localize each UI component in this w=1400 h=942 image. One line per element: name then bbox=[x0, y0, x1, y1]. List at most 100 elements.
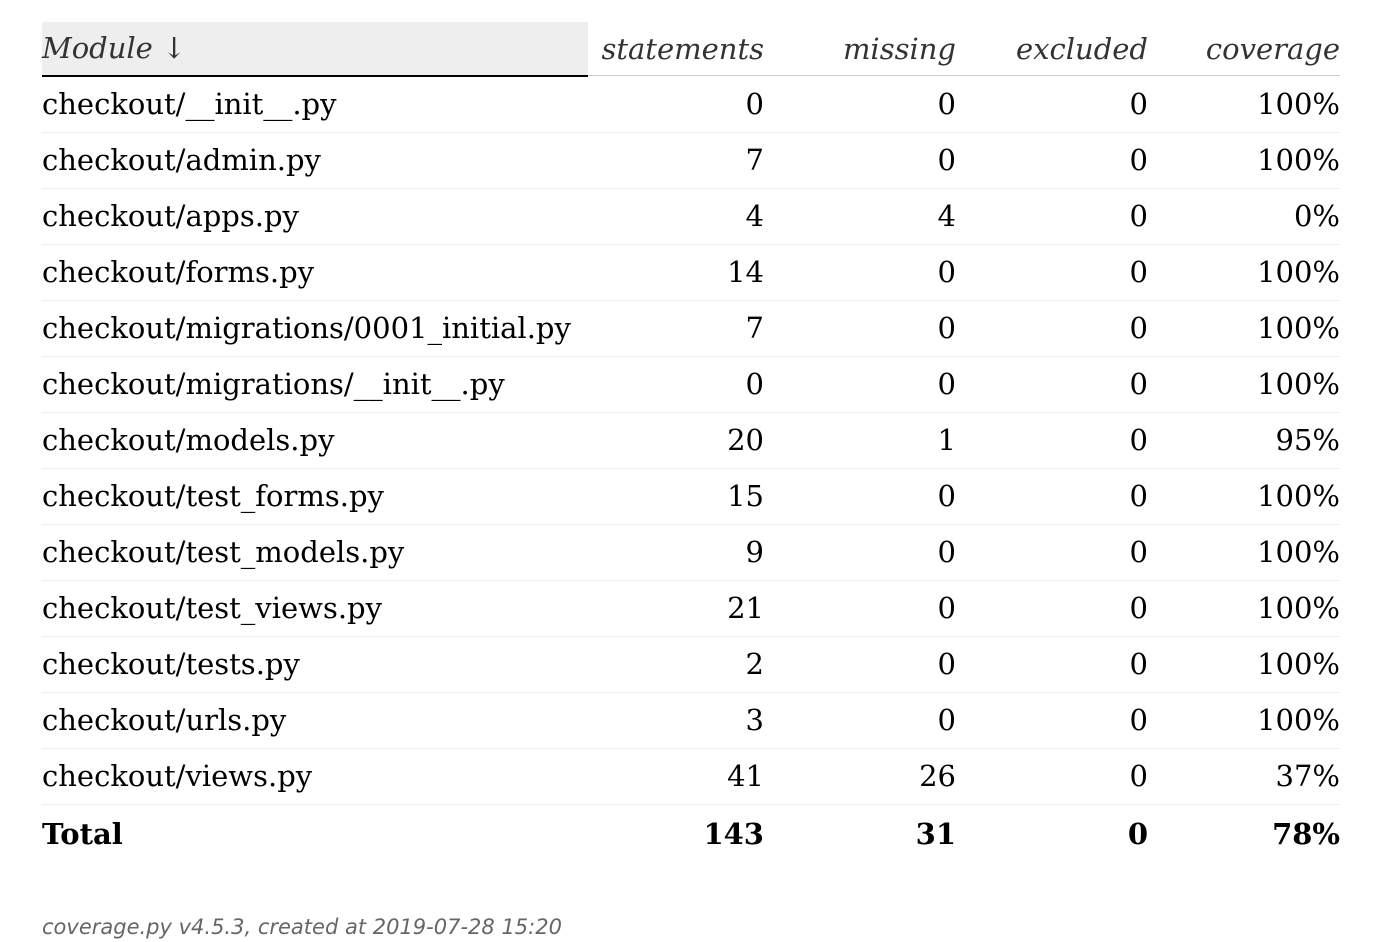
module-name-cell: checkout/tests.py bbox=[42, 636, 588, 693]
module-link[interactable]: checkout/migrations/__init__.py bbox=[42, 367, 505, 401]
missing-cell: 0 bbox=[764, 244, 956, 301]
column-header-missing[interactable]: missing bbox=[764, 22, 956, 76]
missing-cell: 0 bbox=[764, 300, 956, 357]
table-row: checkout/tests.py 2 0 0 100% bbox=[42, 636, 1340, 693]
coverage-cell: 100% bbox=[1148, 356, 1340, 413]
excluded-cell: 0 bbox=[956, 692, 1148, 749]
table-row: checkout/test_views.py 21 0 0 100% bbox=[42, 580, 1340, 637]
module-name-cell: checkout/forms.py bbox=[42, 244, 588, 301]
coverage-tool-link[interactable]: coverage.py v4.5.3 bbox=[42, 915, 245, 939]
table-row: checkout/forms.py 14 0 0 100% bbox=[42, 244, 1340, 301]
module-name-cell: checkout/migrations/__init__.py bbox=[42, 356, 588, 413]
excluded-cell: 0 bbox=[956, 580, 1148, 637]
module-name-cell: checkout/admin.py bbox=[42, 132, 588, 189]
module-link[interactable]: checkout/test_models.py bbox=[42, 535, 405, 569]
table-row: checkout/apps.py 4 4 0 0% bbox=[42, 188, 1340, 245]
coverage-cell: 100% bbox=[1148, 524, 1340, 581]
module-name-cell: checkout/urls.py bbox=[42, 692, 588, 749]
table-row: checkout/test_forms.py 15 0 0 100% bbox=[42, 468, 1340, 525]
table-header-row: Module ↓ statements missing excluded cov… bbox=[42, 22, 1340, 77]
missing-cell: 0 bbox=[764, 132, 956, 189]
excluded-cell: 0 bbox=[956, 300, 1148, 357]
excluded-cell: 0 bbox=[956, 75, 1148, 133]
module-name-cell: checkout/views.py bbox=[42, 748, 588, 805]
coverage-cell: 100% bbox=[1148, 300, 1340, 357]
missing-cell: 0 bbox=[764, 580, 956, 637]
module-link[interactable]: checkout/__init__.py bbox=[42, 87, 337, 121]
statements-cell: 2 bbox=[588, 636, 764, 693]
table-row: checkout/urls.py 3 0 0 100% bbox=[42, 692, 1340, 749]
coverage-report-table: Module ↓ statements missing excluded cov… bbox=[42, 22, 1340, 863]
excluded-cell: 0 bbox=[956, 356, 1148, 413]
module-name-cell: checkout/test_views.py bbox=[42, 580, 588, 637]
statements-cell: 21 bbox=[588, 580, 764, 637]
coverage-cell: 100% bbox=[1148, 580, 1340, 637]
created-timestamp: , created at 2019-07-28 15:20 bbox=[244, 915, 562, 939]
missing-cell: 0 bbox=[764, 636, 956, 693]
module-link[interactable]: checkout/test_forms.py bbox=[42, 479, 384, 513]
table-row: checkout/views.py 41 26 0 37% bbox=[42, 748, 1340, 805]
missing-cell: 0 bbox=[764, 524, 956, 581]
excluded-cell: 0 bbox=[956, 748, 1148, 805]
table-row: checkout/models.py 20 1 0 95% bbox=[42, 412, 1340, 469]
module-link[interactable]: checkout/forms.py bbox=[42, 255, 315, 289]
module-link[interactable]: checkout/admin.py bbox=[42, 143, 321, 177]
module-name-cell: checkout/apps.py bbox=[42, 188, 588, 245]
coverage-cell: 37% bbox=[1148, 748, 1340, 805]
excluded-cell: 0 bbox=[956, 524, 1148, 581]
missing-cell: 0 bbox=[764, 468, 956, 525]
coverage-cell: 100% bbox=[1148, 468, 1340, 525]
missing-cell: 4 bbox=[764, 188, 956, 245]
statements-cell: 0 bbox=[588, 75, 764, 133]
module-link[interactable]: checkout/views.py bbox=[42, 759, 313, 793]
statements-cell: 9 bbox=[588, 524, 764, 581]
table-row: checkout/migrations/0001_initial.py 7 0 0 10… bbox=[42, 300, 1340, 357]
coverage-cell: 100% bbox=[1148, 636, 1340, 693]
table-row: checkout/__init__.py 0 0 0 100% bbox=[42, 75, 1340, 133]
missing-cell: 26 bbox=[764, 748, 956, 805]
column-header-coverage[interactable]: coverage bbox=[1148, 22, 1340, 76]
module-link[interactable]: checkout/apps.py bbox=[42, 199, 299, 233]
column-header-module[interactable]: Module ↓ bbox=[42, 22, 588, 77]
statements-cell: 15 bbox=[588, 468, 764, 525]
module-name-cell: checkout/migrations/0001_initial.py bbox=[42, 300, 588, 357]
table-row: checkout/test_models.py 9 0 0 100% bbox=[42, 524, 1340, 581]
missing-cell: 0 bbox=[764, 692, 956, 749]
coverage-cell: 100% bbox=[1148, 692, 1340, 749]
missing-cell: 1 bbox=[764, 412, 956, 469]
excluded-cell: 0 bbox=[956, 412, 1148, 469]
statements-cell: 41 bbox=[588, 748, 764, 805]
statements-cell: 4 bbox=[588, 188, 764, 245]
coverage-cell: 0% bbox=[1148, 188, 1340, 245]
coverage-cell: 95% bbox=[1148, 412, 1340, 469]
statements-cell: 7 bbox=[588, 300, 764, 357]
total-missing: 31 bbox=[915, 816, 956, 851]
excluded-cell: 0 bbox=[956, 468, 1148, 525]
total-row: Total 143 31 0 78% bbox=[42, 804, 1340, 863]
module-link[interactable]: checkout/test_views.py bbox=[42, 591, 382, 625]
module-name-cell: checkout/test_forms.py bbox=[42, 468, 588, 525]
coverage-cell: 100% bbox=[1148, 75, 1340, 133]
missing-cell: 0 bbox=[764, 75, 956, 133]
statements-cell: 20 bbox=[588, 412, 764, 469]
coverage-cell: 100% bbox=[1148, 244, 1340, 301]
excluded-cell: 0 bbox=[956, 244, 1148, 301]
column-header-statements[interactable]: statements bbox=[588, 22, 764, 76]
total-excluded: 0 bbox=[1127, 816, 1148, 851]
module-name-cell: checkout/test_models.py bbox=[42, 524, 588, 581]
statements-cell: 0 bbox=[588, 356, 764, 413]
module-name-cell: checkout/__init__.py bbox=[42, 75, 588, 133]
module-link[interactable]: checkout/urls.py bbox=[42, 703, 287, 737]
total-coverage: 78% bbox=[1272, 816, 1340, 851]
total-label: Total bbox=[42, 816, 123, 851]
table-row: checkout/admin.py 7 0 0 100% bbox=[42, 132, 1340, 189]
module-link[interactable]: checkout/models.py bbox=[42, 423, 335, 457]
total-statements: 143 bbox=[703, 816, 764, 851]
column-header-excluded[interactable]: excluded bbox=[956, 22, 1148, 76]
coverage-cell: 100% bbox=[1148, 132, 1340, 189]
excluded-cell: 0 bbox=[956, 188, 1148, 245]
statements-cell: 3 bbox=[588, 692, 764, 749]
report-footer: coverage.py v4.5.3, created at 2019-07-2… bbox=[42, 915, 562, 939]
module-link[interactable]: checkout/migrations/0001_initial.py bbox=[42, 311, 571, 345]
module-link[interactable]: checkout/tests.py bbox=[42, 647, 300, 681]
